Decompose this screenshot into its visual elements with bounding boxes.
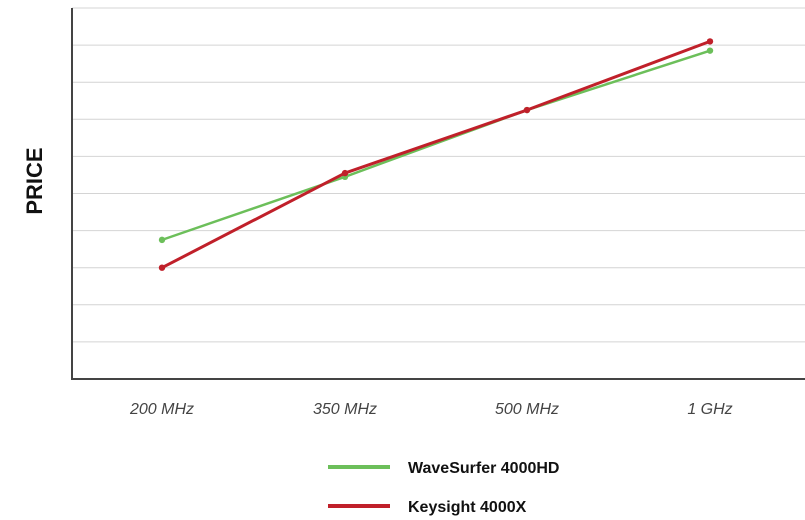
x-tick-label: 1 GHz (687, 401, 732, 418)
axes (71, 8, 805, 380)
data-point (341, 169, 349, 177)
data-point (523, 106, 531, 114)
x-tick-label: 200 MHz (129, 401, 194, 418)
series-line (160, 39, 712, 270)
x-tick-labels: 200 MHz 350 MHz 500 MHz 1 GHz (129, 401, 733, 418)
data-point (706, 38, 714, 45)
legend-label: WaveSurfer 4000HD (408, 460, 559, 477)
series-1 (158, 38, 714, 271)
y-axis-label: PRICE (22, 147, 47, 214)
legend-label: Keysight 4000X (408, 499, 527, 516)
data-point (158, 264, 166, 271)
series (158, 38, 714, 271)
legend: WaveSurfer 4000HD Keysight 4000X (328, 460, 559, 516)
x-tick-label: 350 MHz (313, 401, 377, 418)
series-0 (158, 47, 714, 244)
series-line (160, 49, 712, 242)
legend-item: Keysight 4000X (328, 499, 527, 516)
gridlines (72, 7, 805, 343)
data-point (158, 236, 166, 244)
legend-item: WaveSurfer 4000HD (328, 460, 559, 477)
x-tick-label: 500 MHz (495, 401, 559, 418)
data-point (706, 47, 714, 54)
